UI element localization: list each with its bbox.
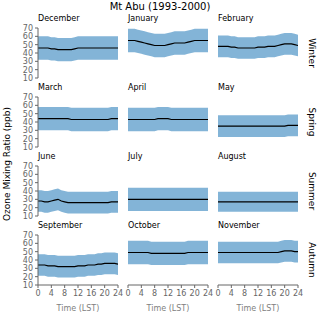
svg-text:24: 24: [293, 289, 303, 298]
svg-text:10: 10: [23, 143, 33, 152]
html-text:November: November: [218, 221, 260, 230]
svg-text:8: 8: [242, 289, 247, 298]
svg-text:4: 4: [49, 289, 54, 298]
html-text:April: April: [128, 83, 147, 92]
svg-text:70: 70: [23, 162, 33, 171]
svg-text:12: 12: [253, 289, 263, 298]
html-text:August: August: [218, 152, 246, 161]
svg-text:50: 50: [23, 110, 33, 119]
svg-text:40: 40: [23, 187, 33, 196]
svg-text:20: 20: [280, 289, 290, 298]
svg-text:50: 50: [23, 179, 33, 188]
svg-text:24: 24: [113, 289, 123, 298]
svg-text:Time (LST): Time (LST): [236, 304, 280, 313]
html-text:Spring: Spring: [307, 107, 317, 137]
svg-text:30: 30: [23, 264, 33, 273]
html-text:February: February: [218, 14, 254, 23]
svg-text:30: 30: [23, 57, 33, 66]
svg-text:30: 30: [23, 126, 33, 135]
svg-text:20: 20: [23, 273, 33, 282]
svg-text:10: 10: [23, 212, 33, 221]
svg-text:50: 50: [23, 248, 33, 257]
svg-text:60: 60: [23, 170, 33, 179]
svg-text:70: 70: [23, 24, 33, 33]
html-text:March: March: [38, 83, 63, 92]
svg-text:Time (LST): Time (LST): [56, 304, 100, 313]
svg-text:40: 40: [23, 49, 33, 58]
svg-text:20: 20: [100, 289, 110, 298]
svg-text:40: 40: [23, 256, 33, 265]
svg-text:50: 50: [23, 41, 33, 50]
html-text:May: May: [218, 83, 235, 92]
html-text:October: October: [128, 221, 160, 230]
svg-text:20: 20: [23, 204, 33, 213]
svg-text:0: 0: [35, 289, 40, 298]
svg-text:4: 4: [139, 289, 144, 298]
svg-text:70: 70: [23, 93, 33, 102]
svg-text:60: 60: [23, 239, 33, 248]
svg-text:10: 10: [23, 281, 33, 290]
svg-text:12: 12: [73, 289, 83, 298]
html-text:Winter: Winter: [307, 38, 317, 68]
svg-text:0: 0: [215, 289, 220, 298]
svg-text:16: 16: [176, 289, 186, 298]
html-text:June: June: [38, 152, 56, 161]
svg-text:20: 20: [23, 66, 33, 75]
svg-text:8: 8: [152, 289, 157, 298]
svg-text:60: 60: [23, 32, 33, 41]
html-text:Ozone Mixing Ratio (ppb): Ozone Mixing Ratio (ppb): [2, 107, 12, 221]
html-text:January: January: [128, 14, 159, 23]
svg-text:60: 60: [23, 101, 33, 110]
svg-text:10: 10: [23, 74, 33, 83]
svg-text:4: 4: [229, 289, 234, 298]
html-text:Mt Abu (1993-2000): Mt Abu (1993-2000): [109, 1, 211, 12]
svg-text:70: 70: [23, 231, 33, 240]
svg-text:8: 8: [62, 289, 67, 298]
html-text:Summer: Summer: [307, 171, 317, 211]
html-text:July: July: [128, 152, 143, 161]
svg-text:24: 24: [203, 289, 213, 298]
html-text:September: September: [38, 221, 83, 230]
svg-text:Time (LST): Time (LST): [146, 304, 190, 313]
svg-text:20: 20: [23, 135, 33, 144]
html-text:December: December: [38, 14, 80, 23]
html-text:Autumn: Autumn: [307, 242, 317, 278]
svg-text:20: 20: [190, 289, 200, 298]
svg-text:30: 30: [23, 195, 33, 204]
svg-text:0: 0: [125, 289, 130, 298]
svg-text:16: 16: [266, 289, 276, 298]
svg-text:16: 16: [86, 289, 96, 298]
svg-text:12: 12: [163, 289, 173, 298]
svg-text:40: 40: [23, 118, 33, 127]
